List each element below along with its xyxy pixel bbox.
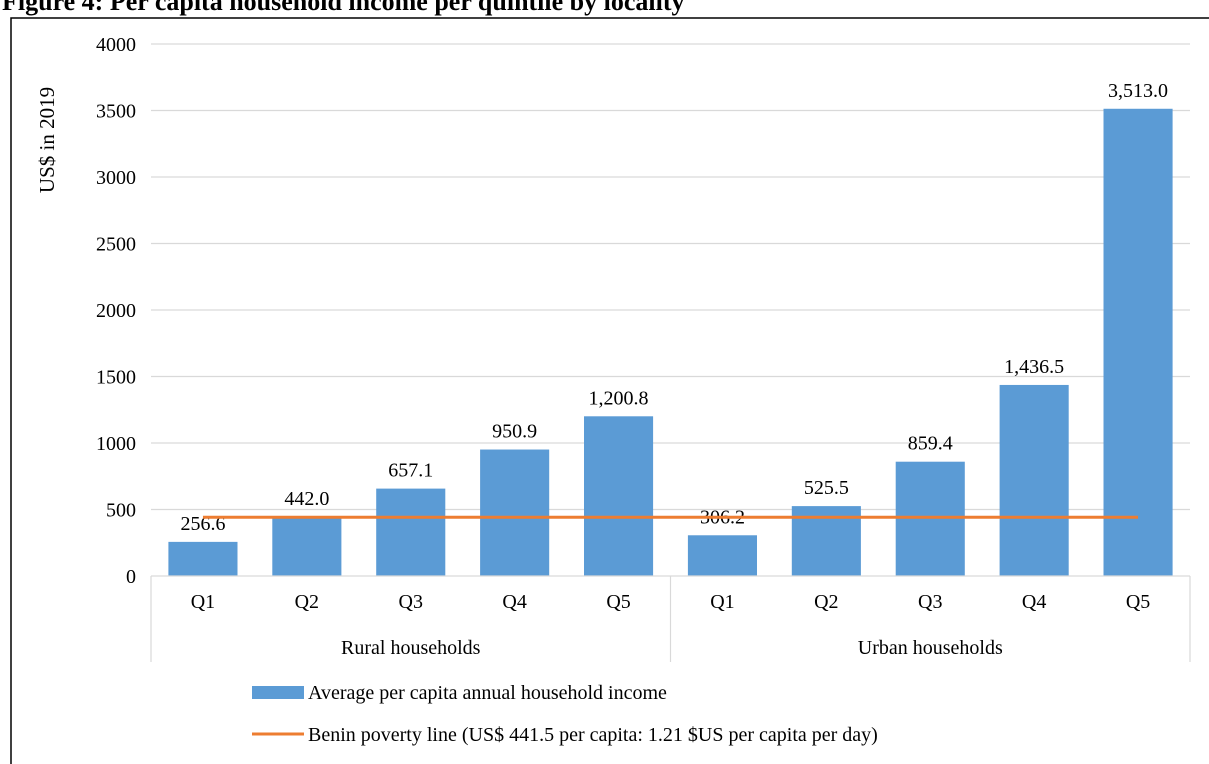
x-category-label: Q1 — [710, 591, 734, 613]
legend-label-line: Benin poverty line (US$ 441.5 per capita… — [308, 724, 878, 746]
bar — [584, 416, 654, 576]
y-tick-label: 4000 — [96, 34, 136, 56]
figure-title: Figure 4: Per capita household income pe… — [2, 0, 685, 16]
x-group-label: Rural households — [341, 637, 481, 659]
bar-value-label: 1,436.5 — [1004, 356, 1064, 378]
bar — [687, 535, 757, 576]
bar — [376, 488, 446, 576]
y-axis-label: US$ in 2019 — [35, 87, 59, 193]
x-category-label: Q4 — [502, 591, 526, 613]
bar-value-label: 950.9 — [492, 421, 537, 443]
x-group-label: Urban households — [858, 637, 1003, 659]
x-category-label: Q1 — [191, 591, 215, 613]
y-tick-label: 2000 — [96, 300, 136, 322]
bar-value-label: 859.4 — [908, 433, 953, 455]
bar-value-label: 1,200.8 — [589, 387, 649, 409]
bar-value-label: 657.1 — [388, 460, 433, 482]
bars — [168, 108, 1173, 577]
y-tick-label: 3000 — [96, 167, 136, 189]
chart-border — [10, 17, 1209, 764]
figure-title-strip: Figure 4: Per capita household income pe… — [0, 0, 1209, 18]
bar-value-label: 3,513.0 — [1108, 80, 1168, 102]
x-category-label: Q4 — [1022, 591, 1046, 613]
y-tick-label: 500 — [106, 500, 136, 522]
y-tick-label: 1500 — [96, 367, 136, 389]
bar-value-label: 525.5 — [804, 477, 849, 499]
x-category-label: Q5 — [1126, 591, 1150, 613]
y-axis-ticks: 0 500 1000 1500 2000 2500 3000 3500 4000 — [96, 34, 136, 588]
x-category-label: Q3 — [918, 591, 942, 613]
legend-label-bar: Average per capita annual household inco… — [308, 682, 667, 704]
bar — [1103, 108, 1173, 577]
bar — [168, 541, 238, 576]
legend: Average per capita annual household inco… — [252, 682, 878, 746]
bar — [480, 449, 550, 576]
x-axis: Q1 Q2 Q3 Q4 Q5 Rural households Q1 Q2 Q3 Q4 Q5 Urba… — [150, 575, 1191, 662]
y-tick-label: 0 — [126, 566, 136, 588]
bar — [895, 461, 965, 576]
bar — [272, 517, 342, 576]
x-category-label: Q3 — [399, 591, 423, 613]
y-tick-label: 3500 — [96, 101, 136, 123]
y-tick-label: 2500 — [96, 234, 136, 256]
bar-value-label: 442.0 — [284, 488, 329, 510]
x-category-label: Q5 — [606, 591, 630, 613]
y-tick-label: 1000 — [96, 433, 136, 455]
x-category-label: Q2 — [295, 591, 319, 613]
legend-swatch-bar — [252, 686, 304, 699]
bar — [999, 384, 1069, 576]
x-category-label: Q2 — [814, 591, 838, 613]
